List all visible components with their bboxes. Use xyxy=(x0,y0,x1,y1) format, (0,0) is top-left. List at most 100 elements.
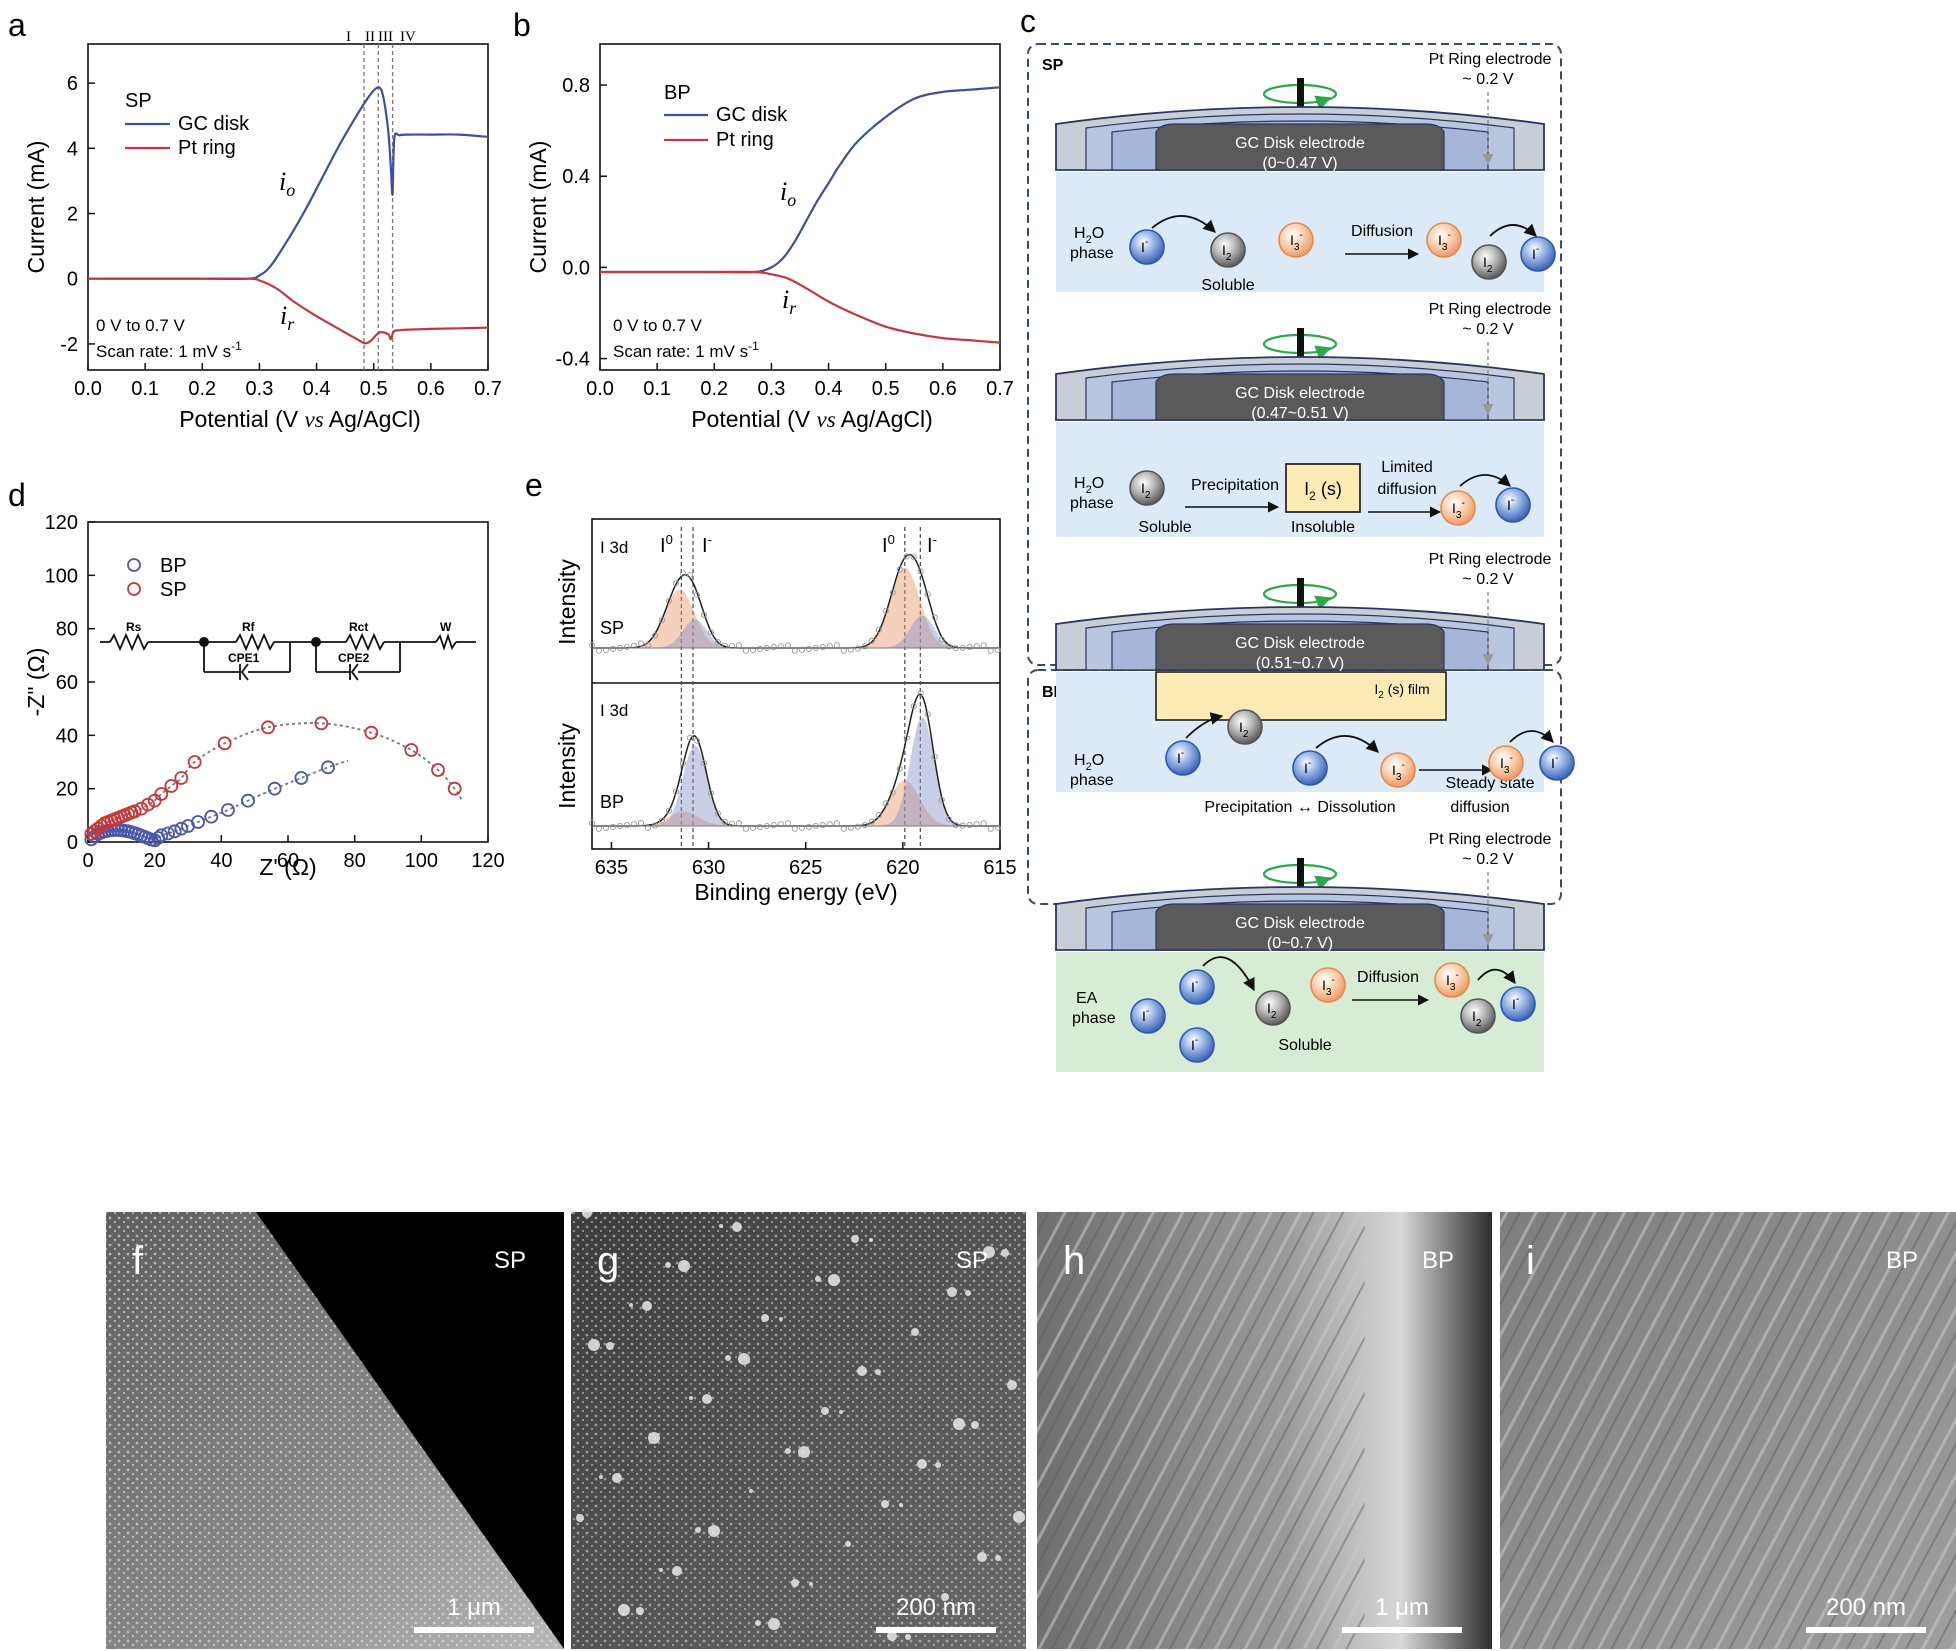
io-label-a: io xyxy=(279,167,295,200)
region-label-bp: I 3d xyxy=(600,701,628,720)
ring-label: Pt Ring electrode xyxy=(1429,551,1552,568)
raw-point xyxy=(742,825,749,832)
sp-point xyxy=(127,804,142,819)
particle xyxy=(869,1238,873,1242)
sem-image-g: g SP 200 nm xyxy=(569,1208,1026,1649)
sem-panel-letter: g xyxy=(597,1239,619,1283)
raw-point xyxy=(910,703,917,710)
legend-bp: BP xyxy=(160,555,187,577)
particle xyxy=(768,1618,780,1630)
raw-point xyxy=(966,644,973,651)
legend-ring-b: Pt ring xyxy=(716,129,774,151)
sp-box-label: SP xyxy=(1042,57,1064,74)
panel-e: e 635 630 625 620 615 I 3d I 3d SP BP I0 I- … xyxy=(525,467,1017,905)
disk-range: (0.47~0.51 V) xyxy=(1251,405,1348,422)
phase-label: H2O xyxy=(1074,752,1104,773)
raw-point xyxy=(679,760,686,767)
raw-point xyxy=(973,643,980,650)
particle xyxy=(839,1410,843,1414)
svg-text:I-: I- xyxy=(1551,753,1558,771)
scale-bar xyxy=(1806,1627,1926,1633)
panel-d: d 0 20 40 60 80 100 120 0 20 40 60 80 100 120 BP SP xyxy=(8,477,505,880)
x-tick-label: 0.7 xyxy=(986,378,1014,400)
phase-label: H2O xyxy=(1074,225,1104,246)
particle xyxy=(659,1568,663,1572)
iodide-ion xyxy=(1495,487,1531,523)
y-tick-label: 20 xyxy=(56,779,78,801)
x-tick-label: 0.1 xyxy=(131,378,159,400)
particle xyxy=(665,1262,671,1268)
iodide-ion xyxy=(1179,969,1215,1005)
panel-letter-a: a xyxy=(8,7,26,43)
raw-point xyxy=(721,818,728,825)
phase-label: phase xyxy=(1070,495,1114,512)
particle xyxy=(941,1593,949,1601)
iodine-molecule xyxy=(1255,990,1291,1026)
sp-point xyxy=(134,801,149,816)
circuit-w: W xyxy=(440,620,452,634)
raw-point xyxy=(924,711,931,718)
x-tick-label: 100 xyxy=(405,850,438,872)
raw-point xyxy=(924,591,931,598)
svg-text:I3-: I3- xyxy=(1446,970,1459,993)
legend-marker-sp xyxy=(127,582,141,596)
soluble-label: Soluble xyxy=(1201,277,1254,294)
svg-text:I2: I2 xyxy=(1483,254,1493,275)
sp-point xyxy=(187,755,202,769)
gc-disk xyxy=(1155,623,1445,671)
bp-point xyxy=(267,781,282,796)
reaction-arrow xyxy=(1509,729,1554,743)
x-ticks-a: 0.0 0.1 0.2 0.3 0.4 0.5 0.6 0.7 xyxy=(74,363,502,400)
sp-point xyxy=(314,716,329,731)
raw-point xyxy=(609,645,617,652)
reaction-arrow xyxy=(1477,968,1516,985)
reaction-arrow xyxy=(1185,712,1224,739)
particle xyxy=(695,1527,701,1533)
particle xyxy=(636,1607,644,1615)
raw-point xyxy=(623,822,631,829)
x-tick-label: 0 xyxy=(82,850,93,872)
raw-point xyxy=(889,789,896,796)
x-tick-label: 620 xyxy=(886,857,919,879)
iodide-ion xyxy=(1179,1027,1215,1063)
scale-bar xyxy=(876,1627,996,1633)
raw-point xyxy=(875,811,882,819)
y-ticks-b: -0.4 0.0 0.4 0.8 xyxy=(556,75,607,371)
raw-point xyxy=(609,823,617,830)
svg-text:I-: I- xyxy=(1141,237,1148,255)
scale-bar-label: 1 μm xyxy=(447,1594,501,1621)
raw-point xyxy=(903,734,910,741)
raw-point xyxy=(847,824,854,831)
bp-point xyxy=(294,771,309,785)
x-tick-label: 625 xyxy=(789,857,822,879)
raw-point xyxy=(917,568,924,575)
raw-point xyxy=(700,759,707,767)
y-ticks-a: -2 0 2 4 6 xyxy=(60,73,95,356)
sem-image-i: i BP 200 nm xyxy=(1500,1212,1956,1649)
particle xyxy=(588,1339,600,1351)
raw-point xyxy=(868,637,875,645)
sp-point xyxy=(164,779,179,793)
reaction-arrow xyxy=(1151,215,1216,233)
particle xyxy=(917,1459,927,1469)
raw-point xyxy=(910,554,917,561)
bp-markers xyxy=(84,760,335,848)
rrde-schemes: GC Disk electrode (0~0.47 V) Pt Ring elect… xyxy=(1055,51,1575,1072)
y-tick-label: 6 xyxy=(67,73,78,95)
sp-markers xyxy=(84,716,462,841)
raw-point xyxy=(777,643,784,650)
ring-label: Pt Ring electrode xyxy=(1429,831,1552,848)
reaction-arrow xyxy=(1459,473,1511,487)
raw-point xyxy=(840,825,847,832)
particle xyxy=(1001,1249,1009,1257)
bp-point xyxy=(321,760,335,775)
legend-title-b: BP xyxy=(664,82,691,104)
fit-component xyxy=(592,717,1000,827)
raw-point xyxy=(700,611,707,618)
panel-b: b 0.0 0.1 0.2 0.3 0.4 0.5 0.6 0.7 -0.4 0.0 0.4 0.8… xyxy=(513,7,1014,432)
raw-point xyxy=(917,690,924,697)
particle xyxy=(911,1328,919,1336)
y-tick-label: -0.4 xyxy=(556,349,590,371)
raw-point xyxy=(735,642,742,649)
